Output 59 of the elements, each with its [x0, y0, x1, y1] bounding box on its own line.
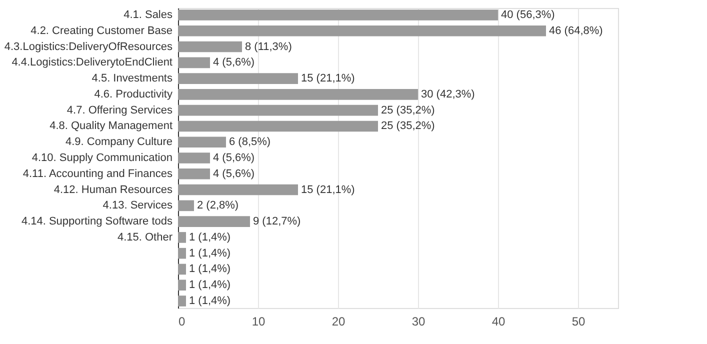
- data-label: 25 (35,2%): [381, 120, 435, 132]
- y-tick-label: 4.2. Creating Customer Base: [30, 24, 172, 37]
- bar: [178, 57, 210, 68]
- y-tick-label: 4.5. Investments: [92, 72, 173, 85]
- y-tick-label: 4.7. Offering Services: [66, 104, 173, 116]
- y-tick-label: 4.6. Productivity: [94, 88, 173, 100]
- bar: [178, 73, 298, 84]
- y-tick-label: 4.4.Logistics:DeliverytoEndClient: [12, 56, 172, 69]
- data-label: 1 (1,4%): [189, 231, 231, 244]
- x-tick-label: 20: [332, 314, 346, 328]
- bar: [178, 232, 186, 243]
- data-label: 8 (11,3%): [245, 40, 292, 53]
- data-label: 1 (1,4%): [189, 263, 231, 276]
- bar: [178, 296, 186, 306]
- x-tick-label: 50: [572, 314, 586, 328]
- x-tick-label: 0: [178, 314, 186, 328]
- data-label: 4 (5,6%): [213, 56, 255, 69]
- y-tick-label: 4.15. Other: [117, 231, 173, 244]
- bar: [178, 248, 186, 259]
- data-label: 6 (8,5%): [229, 136, 271, 148]
- bar: [178, 89, 418, 100]
- y-tick-label: 4.1. Sales: [124, 8, 173, 21]
- data-label: 15 (21,1%): [301, 72, 355, 85]
- data-label: 15 (21,1%): [301, 184, 355, 196]
- y-tick-label: 4.12. Human Resources: [54, 184, 173, 196]
- x-tick-label: 10: [252, 314, 266, 328]
- bar: [178, 264, 186, 275]
- data-label: 25 (35,2%): [381, 104, 435, 116]
- bar: [178, 168, 210, 180]
- bar: [178, 104, 378, 116]
- y-tick-label: 4.9. Company Culture: [66, 136, 172, 148]
- bar: [178, 25, 546, 36]
- data-label: 9 (12,7%): [253, 216, 301, 228]
- bar: [178, 10, 498, 20]
- y-tick-label: 4.10. Supply Communication: [32, 152, 172, 164]
- data-label: 1 (1,4%): [189, 247, 231, 260]
- y-tick-label: 4.8. Quality Management: [50, 120, 172, 132]
- data-label: 40 (56,3%): [501, 8, 555, 21]
- bar: [178, 120, 378, 132]
- y-tick-label: 4.3.Logistics:DeliveryOfResources: [4, 40, 173, 53]
- y-tick-label: 4.14. Supporting Software tods: [21, 216, 173, 228]
- data-label: 1 (1,4%): [189, 295, 231, 308]
- x-tick-label: 30: [412, 314, 426, 328]
- bar: [178, 216, 250, 227]
- bar: [178, 136, 226, 148]
- data-label: 4 (5,6%): [213, 152, 255, 164]
- bar: [178, 184, 298, 196]
- x-tick-label: 40: [492, 314, 506, 328]
- bar: [178, 152, 210, 164]
- bar: [178, 41, 242, 52]
- y-tick-label: 4.13. Services: [102, 200, 173, 212]
- y-tick-label: 4.11. Accounting and Finances: [22, 168, 173, 180]
- data-label: 1 (1,4%): [189, 279, 231, 292]
- data-label: 2 (2,8%): [197, 200, 239, 212]
- data-label: 30 (42,3%): [421, 88, 475, 100]
- data-label: 46 (64,8%): [549, 24, 603, 37]
- bar: [178, 200, 194, 212]
- data-label: 4 (5,6%): [213, 168, 255, 180]
- bar: [178, 280, 186, 291]
